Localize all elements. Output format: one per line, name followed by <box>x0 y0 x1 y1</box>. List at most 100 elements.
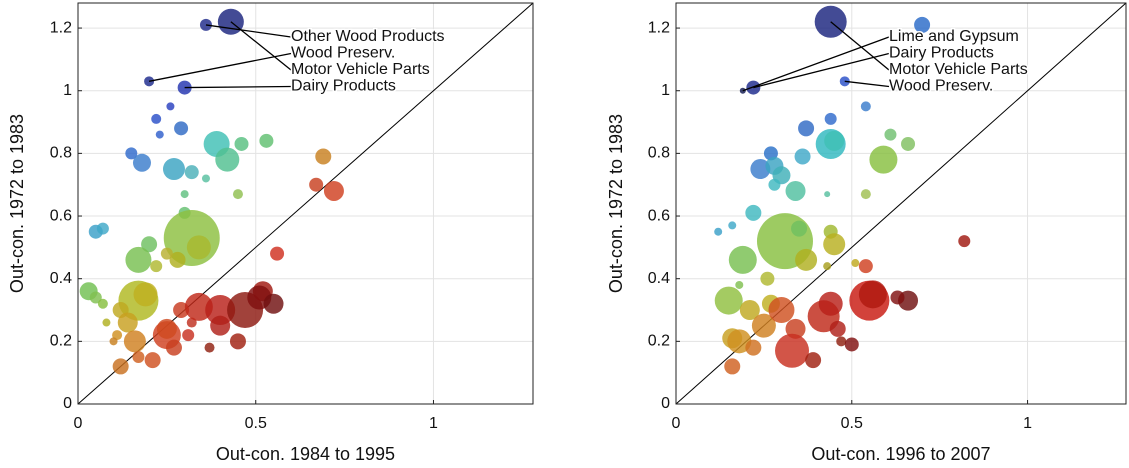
bubble <box>263 293 284 314</box>
x-axis-label: Out-con. 1996 to 2007 <box>811 444 990 464</box>
bubble <box>232 189 243 200</box>
bubble <box>884 128 897 141</box>
y-tick-label: 0 <box>63 395 72 412</box>
bubble <box>309 177 324 192</box>
bubble <box>798 120 815 137</box>
annotation: Wood Preserv. <box>291 45 395 62</box>
bubble <box>109 337 118 346</box>
bubble <box>823 233 846 256</box>
bubble <box>763 146 778 161</box>
bubble <box>150 260 163 273</box>
bubble <box>745 339 762 356</box>
bubble <box>89 291 102 304</box>
bubble <box>860 101 871 112</box>
bubble <box>858 280 887 309</box>
y-tick-label: 0.6 <box>50 207 72 224</box>
annotation-line <box>753 52 890 89</box>
bubble <box>182 329 195 342</box>
bubble <box>184 165 199 180</box>
bubble <box>890 290 905 305</box>
bubble <box>229 333 246 350</box>
annotation-line <box>148 52 292 82</box>
bubble <box>186 235 211 260</box>
bubble <box>724 358 741 375</box>
bubble <box>144 352 161 369</box>
bubble <box>162 158 185 181</box>
annotation-line <box>742 36 890 92</box>
annotation: Motor Vehicle Parts <box>291 61 430 78</box>
bubble <box>818 291 843 316</box>
plot-frame <box>675 2 1127 405</box>
y-tick-label: 1 <box>661 82 670 99</box>
x-tick-label: 1 <box>1023 415 1032 432</box>
x-tick-label: 0.5 <box>245 415 267 432</box>
bubble <box>180 190 189 199</box>
annotation: Wood Preserv. <box>889 78 993 95</box>
bubble <box>751 313 776 338</box>
bubble <box>125 246 152 273</box>
annotation: Lime and Gypsum <box>889 28 1019 45</box>
bubble <box>160 247 173 260</box>
plot-frame <box>77 2 534 405</box>
annotation: Dairy Products <box>291 78 396 95</box>
bubble <box>728 221 737 230</box>
x-tick-label: 0 <box>74 415 83 432</box>
y-axis-label: Out-con. 1972 to 1983 <box>7 114 27 293</box>
bubble <box>794 148 811 165</box>
x-tick-label: 0.5 <box>841 415 863 432</box>
y-tick-label: 0 <box>661 395 670 412</box>
bubble <box>851 259 860 268</box>
bubble <box>844 337 859 352</box>
y-tick-label: 0.8 <box>648 145 670 162</box>
bubble <box>858 259 873 274</box>
bubble <box>201 174 210 183</box>
bubble <box>791 220 808 237</box>
bubble <box>132 153 151 172</box>
bubble <box>165 339 182 356</box>
bubble <box>97 298 108 309</box>
bubble <box>234 136 249 151</box>
x-tick-label: 1 <box>429 415 438 432</box>
bubble <box>166 102 175 111</box>
bubble <box>860 189 871 200</box>
bubble <box>727 329 752 354</box>
bubble <box>735 280 744 289</box>
bubble <box>869 145 898 174</box>
identity-line <box>675 2 1127 405</box>
bubble <box>315 148 332 165</box>
bubble <box>112 358 129 375</box>
y-tick-label: 0.4 <box>648 270 670 287</box>
bubble <box>914 16 931 33</box>
y-tick-label: 1.2 <box>50 19 72 36</box>
bubble <box>215 147 240 172</box>
bubble <box>795 248 818 271</box>
bubble <box>156 318 177 339</box>
x-tick-label: 0 <box>672 415 681 432</box>
bubble <box>174 121 189 136</box>
bubble <box>102 318 111 327</box>
bubble <box>141 236 158 253</box>
annotation-line <box>830 21 890 71</box>
bubble <box>714 227 723 236</box>
bubble <box>204 342 215 353</box>
annotation: Motor Vehicle Parts <box>889 61 1028 78</box>
annotation-line <box>230 21 292 71</box>
annotation-line <box>184 85 292 89</box>
y-tick-label: 0.6 <box>648 207 670 224</box>
y-tick-label: 0.2 <box>50 333 72 350</box>
annotation: Other Wood Products <box>291 28 445 45</box>
y-tick-label: 0.4 <box>50 270 72 287</box>
bubble <box>823 262 832 271</box>
bubble <box>323 180 344 201</box>
annotation-line <box>205 24 292 38</box>
y-tick-label: 0.2 <box>648 333 670 350</box>
bubble <box>760 271 775 286</box>
bubble <box>958 235 971 248</box>
bubble <box>125 147 138 160</box>
bubble <box>824 191 831 198</box>
x-axis-label: Out-con. 1984 to 1995 <box>216 444 395 464</box>
bubble <box>155 130 164 139</box>
y-tick-label: 0.8 <box>50 145 72 162</box>
bubble <box>829 320 846 337</box>
